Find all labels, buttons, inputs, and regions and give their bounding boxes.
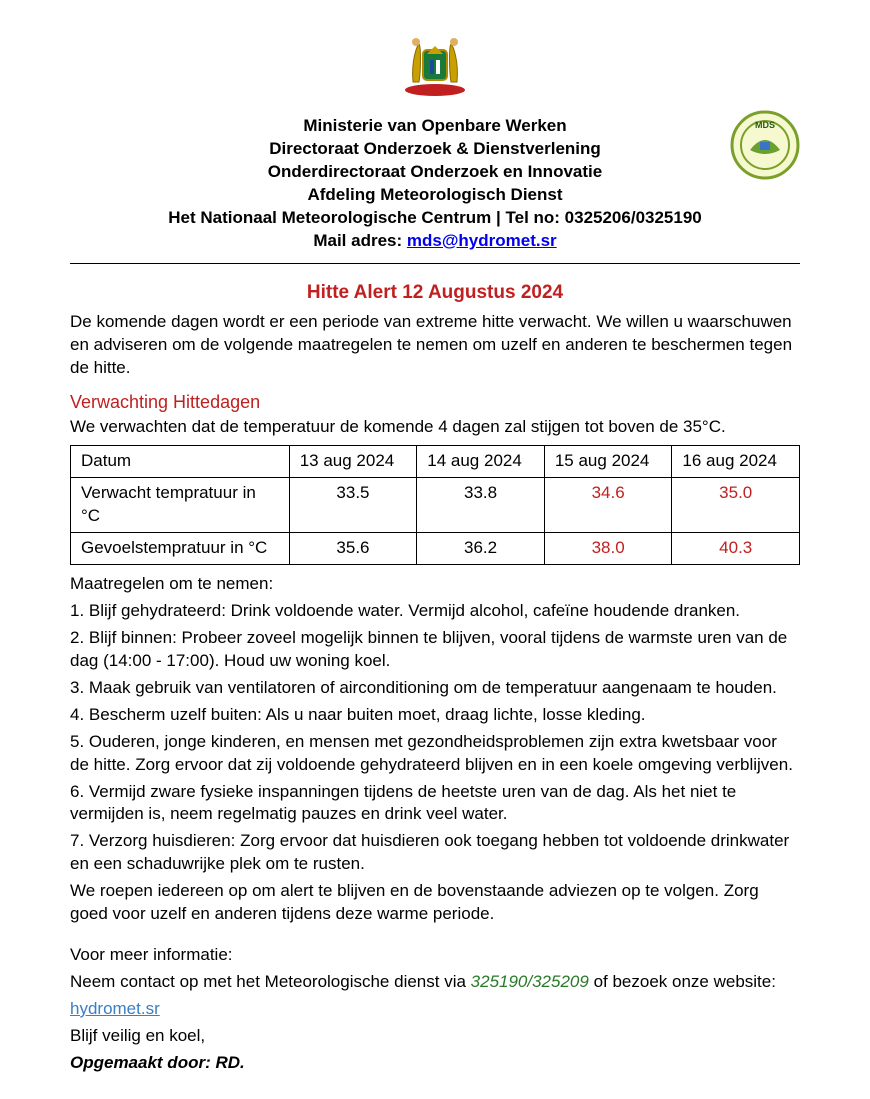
header-mail-line: Mail adres: mds@hydromet.sr	[70, 230, 800, 253]
website-link[interactable]: hydromet.sr	[70, 999, 160, 1018]
cell-highlight: 40.3	[672, 533, 800, 565]
contact-lead: Voor meer informatie:	[70, 944, 800, 967]
measure-item: 5. Ouderen, jonge kinderen, en mensen me…	[70, 731, 800, 777]
contact-line: Neem contact op met het Meteorologische …	[70, 971, 800, 994]
col-header: 13 aug 2024	[289, 446, 417, 478]
coat-of-arms-icon	[385, 30, 485, 107]
contact-pre: Neem contact op met het Meteorologische …	[70, 972, 471, 991]
contact-post: of bezoek onze website:	[589, 972, 776, 991]
header-line-1: Ministerie van Openbare Werken	[70, 115, 800, 138]
forecast-section-title: Verwachting Hittedagen	[70, 390, 800, 414]
cell-highlight: 35.0	[672, 478, 800, 533]
alert-title: Hitte Alert 12 Augustus 2024	[70, 280, 800, 306]
cell: 33.5	[289, 478, 417, 533]
forecast-table: Datum 13 aug 2024 14 aug 2024 15 aug 202…	[70, 445, 800, 565]
header-line-3: Onderdirectoraat Onderzoek en Innovatie	[70, 161, 800, 184]
contact-phones: 325190/325209	[471, 972, 589, 991]
cell: 35.6	[289, 533, 417, 565]
measures-lead: Maatregelen om te nemen:	[70, 573, 800, 596]
document-page: MDS Ministerie van Openbare Werken Direc…	[0, 0, 870, 1099]
measure-item: 3. Maak gebruik van ventilatoren of airc…	[70, 677, 800, 700]
measure-item: 2. Blijf binnen: Probeer zoveel mogelijk…	[70, 627, 800, 673]
measure-item: 4. Bescherm uzelf buiten: Als u naar bui…	[70, 704, 800, 727]
col-header: 16 aug 2024	[672, 446, 800, 478]
table-row: Gevoelstempratuur in °C 35.6 36.2 38.0 4…	[71, 533, 800, 565]
cell-highlight: 38.0	[544, 533, 672, 565]
letterhead: MDS Ministerie van Openbare Werken Direc…	[70, 30, 800, 264]
signoff: Blijf veilig en koel,	[70, 1025, 800, 1048]
measures-outro: We roepen iedereen op om alert te blijve…	[70, 880, 800, 926]
svg-text:MDS: MDS	[755, 120, 775, 130]
table-row: Verwacht tempratuur in °C 33.5 33.8 34.6…	[71, 478, 800, 533]
mail-label: Mail adres:	[313, 231, 407, 250]
header-line-4: Afdeling Meteorologisch Dienst	[70, 184, 800, 207]
col-header: 15 aug 2024	[544, 446, 672, 478]
forecast-lead: We verwachten dat de temperatuur de kome…	[70, 416, 800, 439]
cell: 36.2	[417, 533, 545, 565]
header-line-2: Directoraat Onderzoek & Dienstverlening	[70, 138, 800, 161]
measure-item: 6. Vermijd zware fysieke inspanningen ti…	[70, 781, 800, 827]
mail-link[interactable]: mds@hydromet.sr	[407, 231, 557, 250]
website-line: hydromet.sr	[70, 998, 800, 1021]
col-header: Datum	[71, 446, 290, 478]
header-line-5: Het Nationaal Meteorologische Centrum | …	[70, 207, 800, 230]
author-line: Opgemaakt door: RD.	[70, 1052, 800, 1075]
alert-intro: De komende dagen wordt er een periode va…	[70, 311, 800, 380]
col-header: 14 aug 2024	[417, 446, 545, 478]
table-header-row: Datum 13 aug 2024 14 aug 2024 15 aug 202…	[71, 446, 800, 478]
cell-highlight: 34.6	[544, 478, 672, 533]
measure-item: 1. Blijf gehydrateerd: Drink voldoende w…	[70, 600, 800, 623]
row-label: Gevoelstempratuur in °C	[71, 533, 290, 565]
mds-badge-icon: MDS	[730, 110, 800, 187]
row-label: Verwacht tempratuur in °C	[71, 478, 290, 533]
measure-item: 7. Verzorg huisdieren: Zorg ervoor dat h…	[70, 830, 800, 876]
cell: 33.8	[417, 478, 545, 533]
